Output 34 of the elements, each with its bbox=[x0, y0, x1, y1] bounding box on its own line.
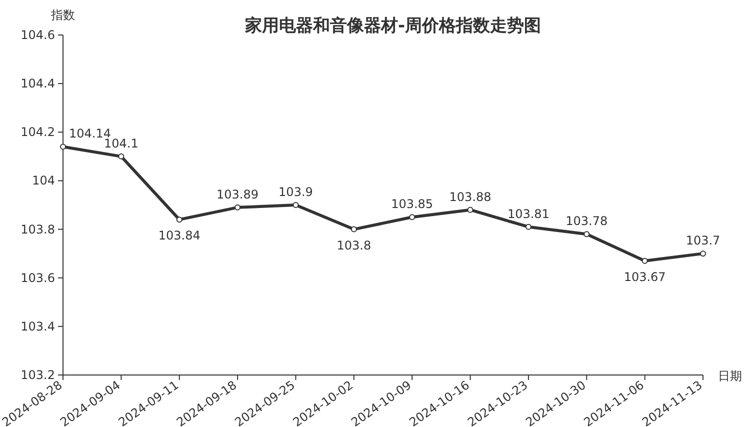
data-label: 103.78 bbox=[566, 214, 608, 228]
data-label: 104.1 bbox=[104, 136, 138, 150]
point bbox=[525, 224, 532, 230]
y-tick-label: 104 bbox=[32, 174, 55, 188]
y-tick-label: 103.4 bbox=[20, 319, 55, 334]
data-label: 103.88 bbox=[449, 190, 492, 204]
data-label: 103.89 bbox=[216, 187, 259, 202]
point bbox=[700, 250, 706, 257]
data-label: 103.85 bbox=[391, 197, 434, 212]
y-tick-label: 104.4 bbox=[20, 76, 55, 91]
data-label: 103.9 bbox=[278, 185, 313, 199]
point bbox=[642, 258, 648, 264]
data-label: 103.84 bbox=[158, 228, 200, 243]
point bbox=[234, 204, 241, 210]
x-axis-title: 日期 bbox=[718, 369, 742, 383]
point bbox=[467, 206, 474, 213]
chart-title: 家用电器和音像器材-周价格指数走势图 bbox=[244, 16, 542, 36]
point bbox=[292, 202, 299, 208]
point bbox=[350, 226, 357, 232]
y-tick-label: 103.8 bbox=[20, 222, 55, 236]
y-tick-label: 103.2 bbox=[20, 368, 55, 382]
data-label: 103.8 bbox=[336, 238, 372, 252]
y-tick-label: 103.6 bbox=[20, 270, 55, 285]
point bbox=[176, 216, 182, 223]
y-tick-label: 104.2 bbox=[20, 125, 55, 140]
data-label: 103.81 bbox=[507, 206, 550, 221]
point bbox=[409, 214, 416, 220]
data-label: 103.7 bbox=[686, 234, 720, 248]
point bbox=[118, 153, 124, 160]
point bbox=[60, 144, 66, 150]
point bbox=[584, 231, 590, 238]
data-label: 103.67 bbox=[624, 270, 666, 284]
y-axis-title: 指数 bbox=[50, 8, 75, 22]
y-tick-label: 104.6 bbox=[20, 28, 55, 42]
